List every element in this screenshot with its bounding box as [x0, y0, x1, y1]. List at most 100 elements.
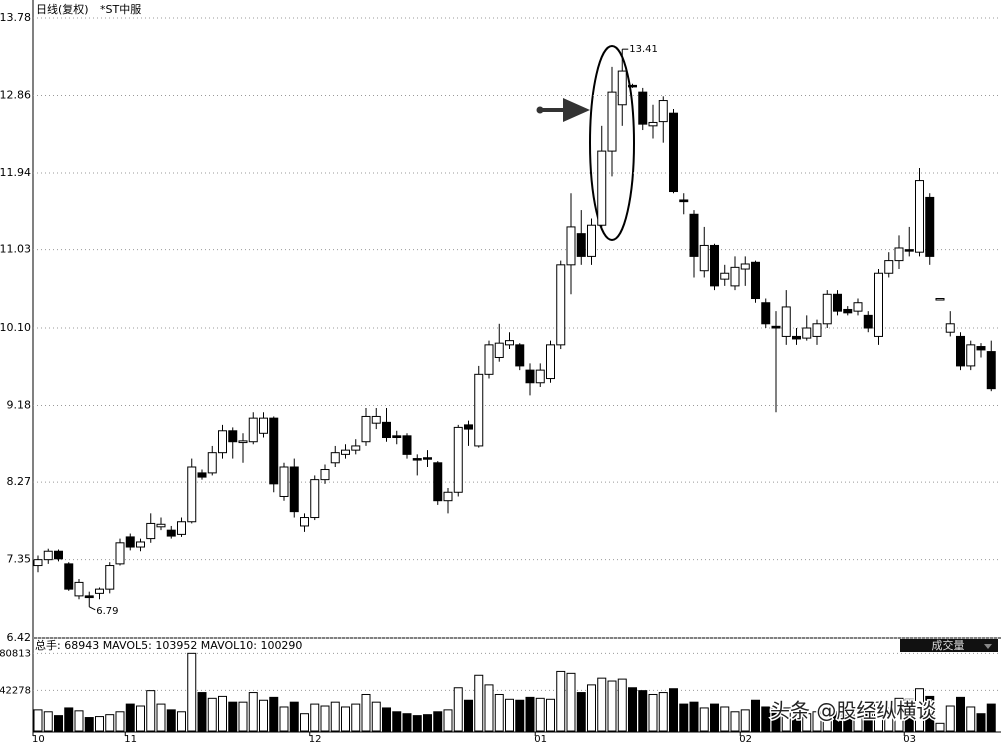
- volume-bar: [33, 709, 43, 732]
- candle-body: [781, 306, 791, 337]
- highlight-ellipse: [589, 45, 635, 241]
- annotation-leader: [89, 606, 96, 611]
- candle-body: [546, 344, 555, 380]
- candle-body: [412, 458, 422, 461]
- y-tick-label: 8.27: [7, 475, 32, 488]
- y-tick-label: 11.94: [0, 166, 31, 179]
- candle-body: [535, 369, 545, 384]
- candle-body: [464, 424, 473, 430]
- volume-bar: [607, 680, 617, 732]
- candle-body: [474, 373, 484, 447]
- candle-body: [330, 452, 340, 464]
- candle-body: [884, 260, 894, 274]
- candle-body: [54, 550, 63, 560]
- candle-body: [925, 196, 935, 257]
- chart-subtitle: *ST中服: [100, 3, 141, 16]
- volume-bar: [423, 714, 432, 732]
- candle-body: [515, 344, 525, 367]
- arrow-tail: [536, 106, 544, 114]
- volume-bar: [136, 705, 145, 732]
- candle-body: [833, 293, 842, 312]
- volume-bar: [238, 701, 248, 732]
- volume-bar: [740, 709, 750, 732]
- volume-bar: [84, 717, 94, 732]
- volume-bar: [464, 699, 473, 732]
- volume-bar: [505, 698, 514, 732]
- volume-bar: [945, 705, 955, 732]
- candle-body: [597, 150, 607, 226]
- volume-bar: [371, 701, 381, 732]
- volume-bar: [597, 677, 607, 732]
- volume-bar: [361, 693, 371, 732]
- volume-bar: [146, 690, 156, 732]
- y-tick-label: 42278: [0, 685, 31, 696]
- volume-bar: [177, 711, 186, 732]
- volume-bar: [228, 701, 238, 732]
- candle-body: [587, 224, 596, 257]
- volume-bar: [54, 715, 63, 732]
- candle-body: [146, 522, 156, 540]
- y-tick-label: 7.35: [7, 553, 32, 566]
- candle-body: [956, 335, 965, 367]
- candle-body: [433, 462, 443, 502]
- volume-bar: [792, 717, 801, 732]
- candle-body: [863, 314, 873, 329]
- volume-bar: [802, 713, 812, 732]
- candle-body: [228, 430, 238, 443]
- candle-body: [33, 559, 43, 567]
- volume-bar: [474, 674, 484, 732]
- volume-bar: [412, 715, 422, 732]
- candle-body: [843, 308, 853, 314]
- x-tick-label: 02: [739, 734, 752, 745]
- volume-bar: [679, 703, 689, 732]
- candle-body: [628, 84, 637, 88]
- candle-body: [730, 266, 740, 287]
- volume-bar: [433, 711, 443, 732]
- volume-bar: [863, 713, 873, 732]
- candle-body: [556, 264, 566, 346]
- candle-body: [505, 340, 514, 346]
- candle-body: [351, 445, 361, 451]
- y-tick-label: 12.86: [0, 89, 31, 102]
- candle-body: [679, 199, 689, 203]
- candle-body: [607, 91, 617, 152]
- candle-body: [361, 415, 371, 443]
- volume-bar: [535, 697, 545, 732]
- volume-bar: [197, 692, 207, 732]
- candle-body: [699, 244, 709, 272]
- candle-body: [494, 342, 504, 358]
- x-tick-label: 11: [124, 734, 137, 745]
- candle-body: [812, 323, 822, 337]
- candle-body: [986, 351, 996, 390]
- watermark: 头条 @股经纵横谈: [770, 699, 936, 723]
- volume-bar: [341, 706, 350, 732]
- candle-body: [710, 244, 719, 287]
- volume-bar: [658, 692, 668, 732]
- volume-bar: [966, 706, 976, 732]
- volume-bar: [320, 705, 330, 732]
- volume-bar: [730, 711, 740, 732]
- arrow-head: [563, 98, 590, 122]
- volume-bar: [43, 711, 53, 732]
- volume-bar: [546, 698, 555, 732]
- volume-bar: [874, 701, 883, 732]
- volume-bar: [986, 703, 996, 732]
- candle-body: [658, 100, 668, 123]
- volume-bar: [453, 687, 463, 732]
- candle-body: [187, 466, 197, 523]
- candle-body: [207, 452, 217, 474]
- candle-body: [269, 417, 279, 485]
- candle-body: [935, 298, 945, 301]
- volume-bar: [556, 670, 566, 732]
- volume-bar: [166, 709, 176, 732]
- volume-bar: [956, 696, 965, 732]
- volume-bar: [904, 698, 914, 732]
- candle-body: [64, 563, 74, 590]
- volume-bar: [638, 690, 648, 732]
- candle-body: [638, 91, 648, 125]
- y-tick-label: 10.10: [0, 321, 31, 334]
- candle-body: [576, 233, 586, 257]
- candle-body: [423, 457, 432, 460]
